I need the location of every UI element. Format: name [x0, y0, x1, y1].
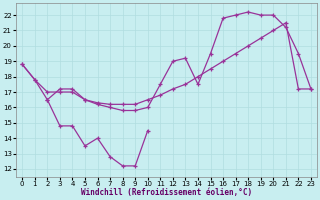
- X-axis label: Windchill (Refroidissement éolien,°C): Windchill (Refroidissement éolien,°C): [81, 188, 252, 197]
